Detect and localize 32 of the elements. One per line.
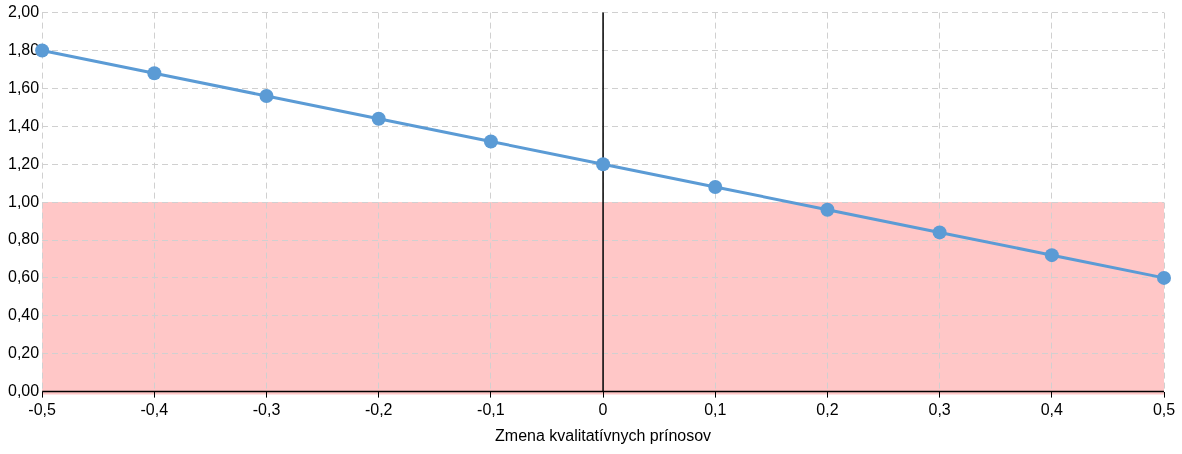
point (1157, 270, 1171, 285)
x-tick-label: 0,4 (1040, 400, 1064, 418)
y-tick-label: 0,40 (8, 306, 40, 324)
y-tick-label: 0,00 (8, 382, 40, 400)
y-tick-label: 0,80 (8, 230, 40, 248)
y-tick-label: 1,60 (8, 78, 40, 96)
x-tick-label: -0,5 (28, 400, 57, 418)
x-axis-title: Zmena kvalitatívnych prínosov (495, 426, 712, 444)
y-tick-label: 1,40 (8, 116, 40, 134)
x-tick-label: 0 (598, 400, 608, 418)
x-tick-label: 0,1 (704, 400, 727, 418)
point (259, 88, 274, 103)
x-tick-label: -0,3 (252, 400, 281, 418)
point (932, 225, 947, 240)
y-tick-label: 1,00 (8, 192, 40, 210)
y-tick-label: 0,20 (8, 344, 40, 362)
x-tick-label: -0,4 (140, 400, 169, 418)
point (371, 111, 386, 126)
y-tick-label: 2,00 (8, 3, 40, 21)
point (1044, 248, 1059, 263)
x-tick-label: -0,2 (364, 400, 393, 418)
x-tick-label: 0,2 (816, 400, 839, 418)
x-tick-label: -0,1 (477, 400, 505, 418)
x-tick-label: 0,3 (928, 400, 951, 418)
point (708, 179, 723, 194)
point (596, 157, 611, 172)
point (147, 66, 162, 81)
y-tick-label: 0,60 (8, 268, 40, 286)
point (820, 202, 835, 217)
x-tick-label: 0,5 (1152, 400, 1176, 418)
point (483, 134, 498, 149)
y-tick-label: 1,20 (8, 154, 40, 172)
